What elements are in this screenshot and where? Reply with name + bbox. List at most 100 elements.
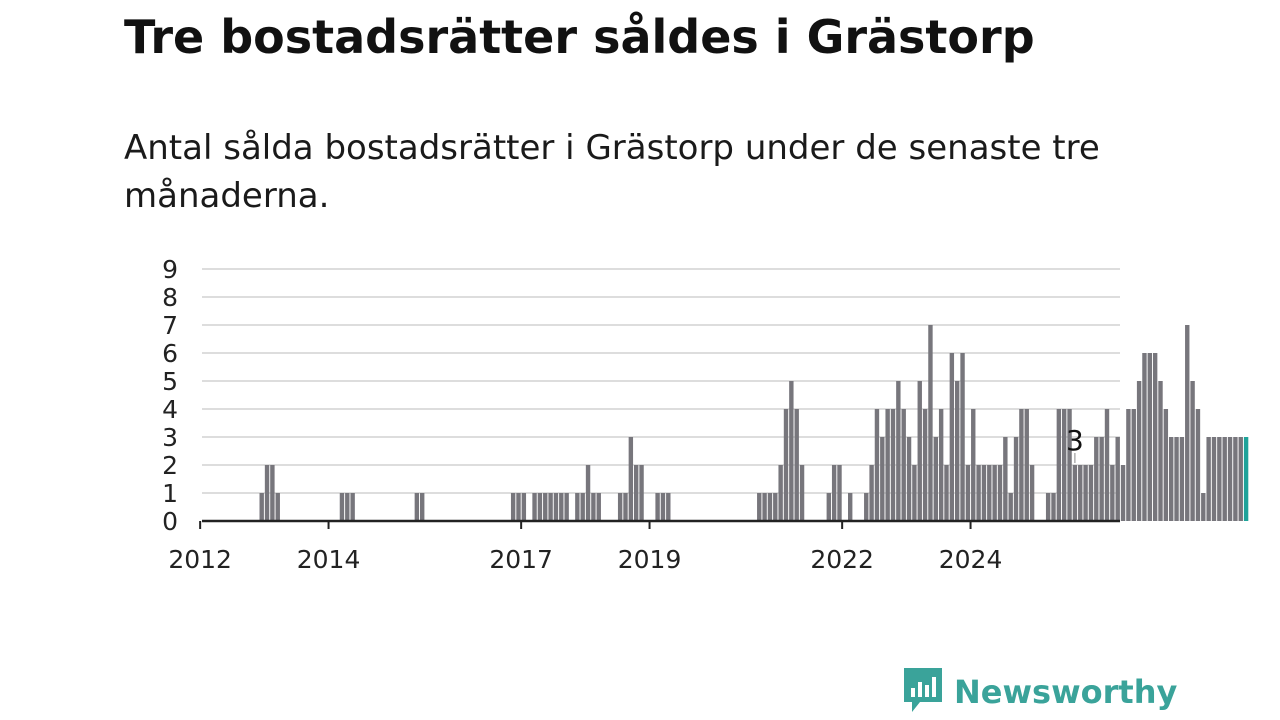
x-axis: 2012 2014 2017 2019 2022 2024	[168, 519, 1120, 574]
bar	[1227, 437, 1233, 521]
bar	[1072, 465, 1078, 521]
bar	[580, 493, 585, 521]
bar	[1029, 465, 1035, 521]
bars	[259, 325, 1249, 521]
newsworthy-brand: Newsworthy	[902, 668, 1177, 716]
bar	[1008, 493, 1013, 521]
bar	[521, 493, 527, 521]
bar	[912, 465, 917, 521]
bar	[901, 409, 906, 521]
y-tick-label: 3	[162, 423, 178, 452]
bar	[270, 465, 275, 521]
bar	[767, 493, 773, 521]
bar	[1056, 409, 1062, 521]
bar	[543, 493, 548, 521]
bar	[532, 493, 537, 521]
bar	[585, 465, 591, 521]
bar	[933, 437, 938, 521]
bar	[655, 493, 660, 521]
bar	[639, 465, 644, 521]
y-tick-label: 2	[162, 451, 178, 480]
bar	[1088, 465, 1094, 521]
bar	[414, 493, 420, 521]
x-tick-label: 2014	[297, 545, 361, 574]
chart-title: Tre bostadsrätter såldes i Grästorp	[124, 10, 1035, 64]
bar	[575, 493, 580, 521]
bar	[949, 353, 955, 521]
bar	[1083, 465, 1088, 521]
x-tick-label: 2017	[489, 545, 553, 574]
bar	[885, 409, 890, 521]
bar	[997, 465, 1003, 521]
bar	[1115, 437, 1120, 521]
bar	[350, 493, 355, 521]
bar	[548, 493, 553, 521]
x-tick-label: 2012	[168, 545, 232, 574]
bar	[1062, 409, 1067, 521]
bar	[992, 465, 997, 521]
bar	[831, 465, 837, 521]
bar	[890, 409, 896, 521]
bar	[971, 409, 976, 521]
annotation-label: 3	[1066, 424, 1084, 457]
y-tick-label: 7	[162, 311, 178, 340]
bar	[1045, 493, 1051, 521]
bar	[1174, 437, 1179, 521]
bar	[922, 409, 928, 521]
bar	[938, 409, 944, 521]
bar	[1217, 437, 1222, 521]
bar	[917, 381, 922, 521]
bar	[1099, 437, 1104, 521]
x-tick-label: 2022	[810, 545, 874, 574]
bar	[799, 465, 805, 521]
bar	[1078, 465, 1083, 521]
bar	[848, 493, 853, 521]
bar	[789, 381, 794, 521]
bar	[1136, 381, 1142, 521]
bar	[1163, 409, 1169, 521]
bar	[778, 465, 783, 521]
bar	[987, 465, 992, 521]
bar	[906, 437, 912, 521]
bar	[869, 465, 874, 521]
bar	[1211, 437, 1217, 521]
bar	[420, 493, 425, 521]
bar	[623, 493, 628, 521]
y-tick-label: 8	[162, 283, 178, 312]
bar	[1233, 437, 1238, 521]
bar	[345, 493, 350, 521]
bar	[944, 465, 949, 521]
bar	[981, 465, 987, 521]
bar-highlight	[1243, 437, 1249, 521]
bar	[965, 465, 971, 521]
x-tick-label: 2024	[939, 545, 1003, 574]
y-tick-label: 4	[162, 395, 178, 424]
bar	[1179, 437, 1185, 521]
bar	[666, 493, 671, 521]
bar	[1222, 437, 1227, 521]
bar	[516, 493, 521, 521]
bar	[837, 465, 842, 521]
bar	[264, 465, 270, 521]
bar	[826, 493, 831, 521]
bar	[634, 465, 639, 521]
bar	[1013, 437, 1019, 521]
bar	[1142, 353, 1147, 521]
bar	[553, 493, 559, 521]
bar	[591, 493, 596, 521]
bar	[896, 381, 901, 521]
bar	[1206, 437, 1211, 521]
bar	[773, 493, 778, 521]
bar	[628, 437, 634, 521]
bar	[1131, 409, 1136, 521]
bar	[1185, 325, 1190, 521]
bar	[757, 493, 762, 521]
y-tick-label: 0	[162, 507, 178, 536]
bar	[1195, 409, 1201, 521]
bar	[1238, 437, 1243, 521]
bar	[1003, 437, 1008, 521]
bar	[1152, 353, 1158, 521]
bar	[660, 493, 666, 521]
x-tick-label: 2019	[618, 545, 682, 574]
chart-subtitle: Antal sålda bostadsrätter i Grästorp und…	[124, 128, 1100, 216]
